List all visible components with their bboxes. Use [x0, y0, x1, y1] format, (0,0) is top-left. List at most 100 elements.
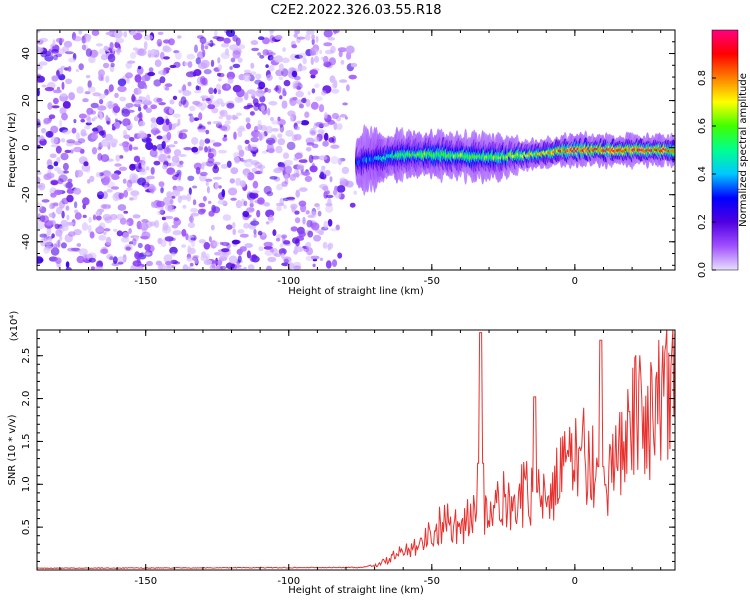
noise-speckle	[311, 34, 315, 40]
noise-speckle	[257, 230, 263, 236]
noise-speckle	[138, 162, 142, 170]
noise-speckle	[265, 125, 273, 134]
noise-speckle	[65, 181, 73, 190]
noise-speckle	[262, 150, 268, 154]
noise-speckle	[62, 101, 71, 109]
noise-speckle	[243, 92, 249, 101]
noise-speckle	[109, 213, 118, 221]
noise-speckle	[283, 204, 287, 209]
noise-speckle	[179, 160, 184, 165]
y-tick-label: 20	[21, 94, 32, 107]
noise-speckle	[325, 260, 332, 269]
noise-speckle	[159, 209, 166, 215]
noise-speckle	[337, 252, 343, 259]
noise-speckle	[55, 145, 62, 154]
noise-speckle	[50, 180, 58, 186]
noise-speckle	[230, 197, 237, 201]
noise-speckle	[277, 138, 286, 146]
noise-speckle	[190, 208, 199, 213]
noise-speckle	[198, 62, 208, 70]
noise-speckle	[246, 250, 251, 259]
noise-speckle	[306, 219, 313, 228]
noise-speckle	[62, 129, 72, 135]
noise-speckle	[239, 180, 246, 188]
noise-speckle	[87, 179, 91, 184]
noise-speckle	[53, 97, 59, 105]
noise-speckle	[250, 62, 255, 69]
noise-speckle	[172, 230, 182, 236]
noise-speckle	[118, 166, 128, 171]
noise-speckle	[190, 237, 196, 241]
noise-speckle	[167, 162, 172, 167]
noise-speckle	[311, 88, 316, 94]
noise-speckle	[81, 44, 87, 51]
noise-speckle	[95, 172, 101, 178]
noise-speckle	[225, 224, 233, 230]
noise-speckle	[331, 112, 339, 120]
noise-speckle	[209, 95, 214, 100]
noise-speckle	[76, 243, 82, 247]
noise-speckle	[321, 173, 327, 180]
noise-speckle	[166, 191, 173, 199]
y-tick-label: -40	[21, 234, 32, 250]
noise-speckle	[313, 234, 322, 242]
noise-speckle	[114, 118, 118, 122]
noise-speckle	[37, 88, 40, 97]
noise-speckle	[109, 42, 114, 50]
noise-speckle	[267, 256, 277, 263]
noise-speckle	[46, 226, 52, 236]
noise-speckle	[85, 48, 92, 57]
noise-speckle	[174, 187, 179, 192]
noise-speckle	[85, 167, 91, 174]
noise-speckle	[272, 229, 277, 237]
noise-speckle	[56, 156, 61, 164]
noise-speckle	[304, 175, 313, 182]
noise-speckle	[250, 71, 257, 76]
noise-speckle	[84, 91, 91, 95]
noise-speckle	[244, 69, 251, 74]
noise-speckle	[116, 230, 123, 237]
noise-speckle	[93, 116, 98, 120]
noise-speckle	[85, 113, 91, 122]
noise-speckle	[208, 200, 212, 204]
noise-speckle	[286, 141, 296, 151]
noise-speckle	[171, 237, 176, 241]
noise-speckle	[62, 162, 69, 171]
noise-speckle	[213, 88, 217, 94]
noise-speckle	[311, 222, 320, 231]
noise-speckle	[122, 129, 128, 137]
noise-speckle	[217, 199, 227, 205]
noise-speckle	[60, 93, 68, 97]
noise-speckle	[154, 220, 160, 228]
noise-speckle	[87, 224, 92, 234]
noise-speckle	[246, 192, 256, 201]
x-tick-label: 0	[572, 276, 578, 287]
noise-speckle	[56, 86, 61, 91]
noise-speckle	[310, 74, 316, 79]
noise-speckle	[145, 107, 152, 114]
noise-speckle	[90, 266, 95, 270]
noise-speckle	[121, 108, 131, 117]
noise-speckle	[115, 154, 121, 162]
noise-speckle	[324, 169, 331, 177]
noise-speckle	[173, 113, 181, 118]
noise-speckle	[108, 84, 114, 92]
noise-speckle	[251, 130, 261, 138]
noise-speckle	[219, 109, 228, 118]
noise-speckle	[132, 260, 142, 267]
noise-speckle	[73, 119, 77, 124]
noise-speckle	[60, 152, 69, 161]
noise-speckle	[57, 239, 61, 248]
noise-speckle	[154, 59, 162, 67]
noise-speckle	[138, 130, 146, 139]
noise-speckle	[199, 174, 207, 182]
noise-speckle	[296, 36, 306, 40]
noise-speckle	[122, 178, 127, 184]
noise-speckle	[146, 133, 152, 138]
noise-speckle	[212, 142, 222, 147]
noise-speckle	[332, 30, 340, 34]
noise-speckle	[216, 72, 222, 77]
noise-speckle	[37, 176, 41, 184]
noise-speckle	[261, 231, 266, 237]
noise-speckle	[37, 220, 45, 230]
